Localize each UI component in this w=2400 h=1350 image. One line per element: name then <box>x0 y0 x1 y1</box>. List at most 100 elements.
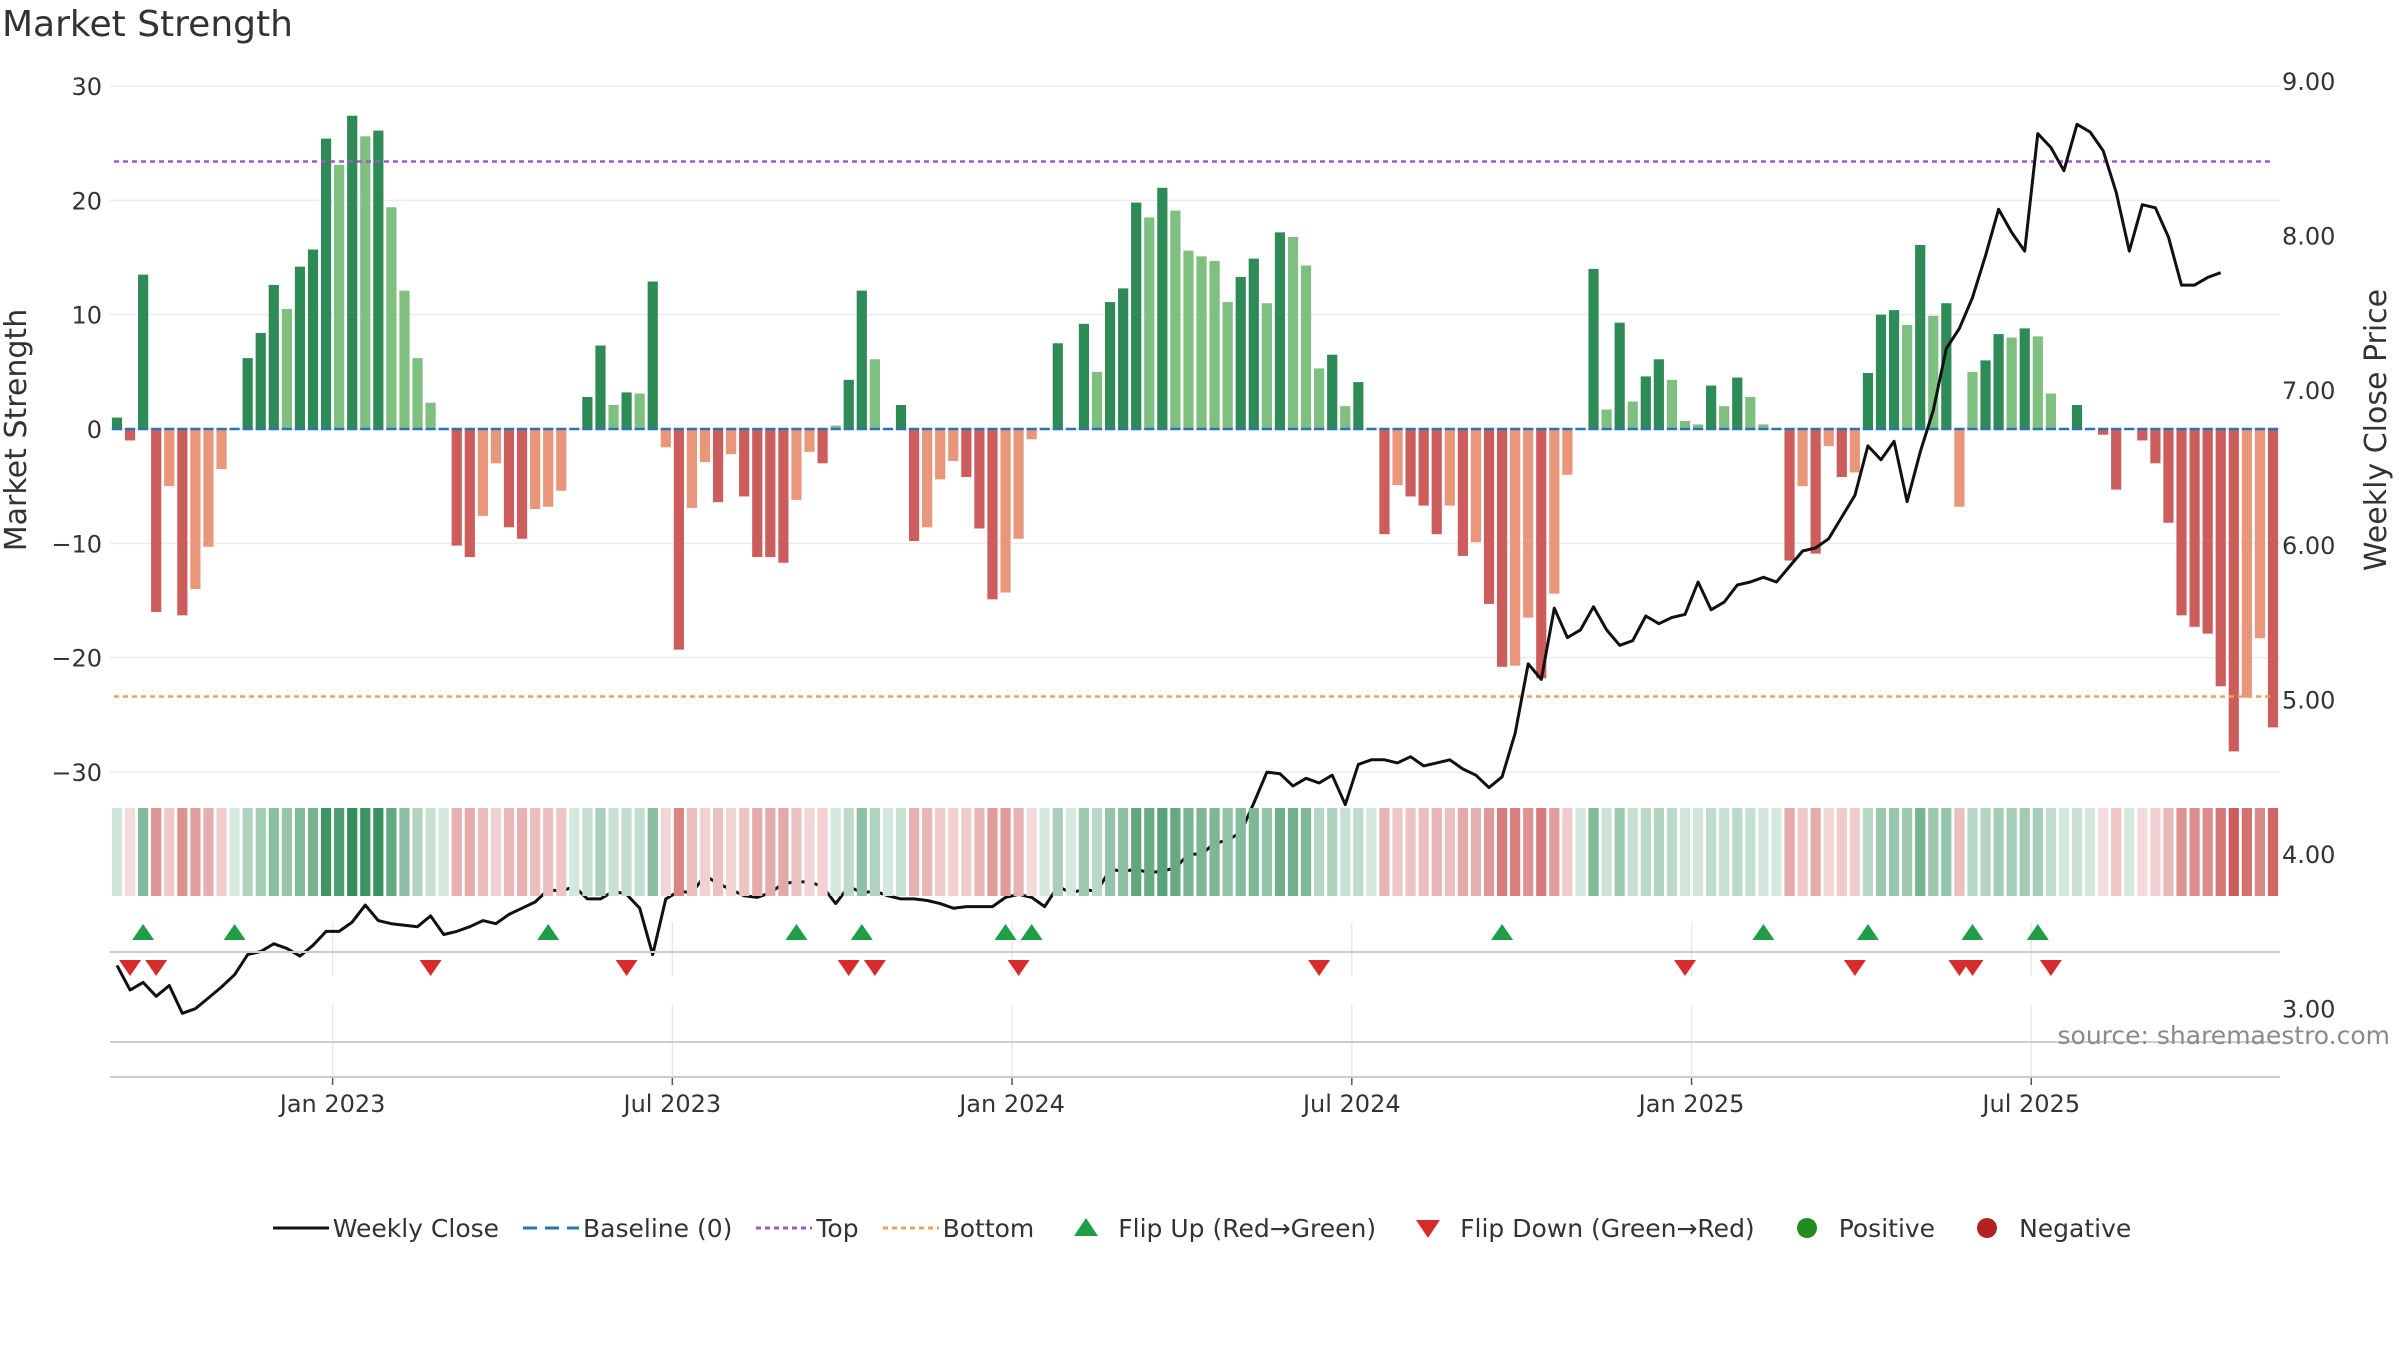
strength-bar <box>530 429 541 510</box>
negative-dot-icon <box>1977 1218 1998 1238</box>
strength-bar <box>334 164 345 429</box>
heat-cell <box>360 808 371 896</box>
x-tick-label: Jul 2025 <box>1980 1090 2080 1118</box>
legend-item-bottom: Bottom <box>879 1213 1034 1243</box>
flip-up-marker <box>537 924 560 940</box>
strength-bar <box>1915 244 1926 429</box>
strength-bar <box>778 429 789 563</box>
triangle-up-icon <box>1074 1218 1099 1236</box>
heat-cell <box>216 808 227 896</box>
heat-cell <box>1849 808 1860 896</box>
heat-cell <box>1078 808 1090 896</box>
strength-bar <box>804 429 815 452</box>
heat-cell <box>242 808 253 896</box>
flip-down-marker <box>419 960 442 976</box>
legend-item-weekly-close: Weekly Close <box>269 1213 499 1243</box>
heat-cell <box>438 808 449 896</box>
y-tick-label: −10 <box>51 530 102 558</box>
strength-bar <box>386 207 397 429</box>
strength-bar <box>1732 377 1743 429</box>
strength-bar <box>111 417 123 429</box>
strength-bar <box>203 429 214 547</box>
legend-label: Weekly Close <box>332 1213 500 1243</box>
heat-cell <box>399 808 410 896</box>
heat-cell <box>1392 808 1403 896</box>
heat-cell <box>712 808 724 896</box>
strength-bar <box>1849 429 1860 473</box>
flip-down-marker <box>863 960 886 976</box>
heat-cell <box>255 808 266 896</box>
strength-bar <box>1235 276 1246 429</box>
y-tick-label: −20 <box>51 645 102 673</box>
heat-cell <box>1601 808 1612 896</box>
bottom-dotted-icon <box>882 1226 939 1230</box>
heat-cell <box>164 808 175 896</box>
flip-down-marker <box>1961 960 1984 976</box>
legend-item-flip-up: Flip Up (Red→Green) <box>1054 1213 1376 1243</box>
strength-bar <box>543 429 554 507</box>
heat-cell <box>2019 808 2030 896</box>
heat-cell <box>1418 808 1429 896</box>
strength-bar <box>699 429 711 463</box>
heat-cell <box>543 808 554 896</box>
heat-cell <box>1340 808 1351 896</box>
y-axis-label: Market Strength <box>0 309 34 551</box>
heat-cell <box>1183 808 1194 896</box>
heat-cell <box>1549 808 1560 896</box>
heat-cell <box>569 808 580 896</box>
heat-cell <box>1170 808 1181 896</box>
heat-cell <box>1745 808 1756 896</box>
weekly-close-line-icon <box>272 1226 329 1230</box>
heat-cell <box>1627 808 1638 896</box>
heat-cell <box>1366 808 1377 896</box>
strength-bar <box>2098 429 2109 435</box>
strength-bar <box>791 429 802 500</box>
flip-up-marker <box>223 924 246 940</box>
y2-tick-label: 6.00 <box>2282 532 2335 560</box>
strength-bar <box>360 136 371 429</box>
flip-down-marker <box>837 960 860 976</box>
strength-bar <box>2111 429 2122 490</box>
heat-cell <box>1131 808 1142 896</box>
heat-cell <box>294 808 306 896</box>
strength-bar <box>1078 323 1090 429</box>
heat-cell <box>1287 808 1299 896</box>
heat-cell <box>699 808 711 896</box>
heat-cell <box>1261 808 1272 896</box>
heat-cell <box>281 808 292 896</box>
heat-cell <box>804 808 815 896</box>
strength-bar <box>856 290 867 429</box>
strength-bar <box>1327 354 1338 429</box>
strength-bar <box>1706 385 1717 429</box>
legend-item-baseline: Baseline (0) <box>519 1213 732 1243</box>
triangle-down-icon <box>1416 1220 1441 1238</box>
strength-bar <box>1614 322 1625 429</box>
strength-bar <box>1405 429 1416 497</box>
strength-bar <box>151 429 162 612</box>
strength-bar <box>987 429 998 600</box>
strength-bar <box>1353 382 1364 429</box>
heat-cell <box>1719 808 1730 896</box>
strength-bar <box>138 274 149 429</box>
axis-ticks: 30 20 10 0 −10 −20 −30 9.00 8.00 7.00 6.00 5.00 4.00… <box>51 68 2335 1118</box>
heat-cell <box>791 808 802 896</box>
strength-bar <box>2137 429 2148 441</box>
strength-bar <box>1810 429 1821 554</box>
strength-bar <box>412 358 423 429</box>
heat-cell <box>2084 808 2096 896</box>
strength-bar <box>2228 429 2239 752</box>
heat-cell <box>203 808 214 896</box>
heat-cell <box>1091 808 1103 896</box>
y-tick-label: 10 <box>71 302 102 330</box>
strength-bar <box>1248 258 1259 429</box>
heat-cell <box>1314 808 1325 896</box>
strength-bar <box>320 138 332 430</box>
heat-cell <box>1771 808 1782 896</box>
strength-bar <box>1888 310 1900 429</box>
heat-cell <box>1888 808 1900 896</box>
strength-bar <box>281 308 292 429</box>
heat-cell <box>595 808 606 896</box>
heat-cell <box>2032 808 2043 896</box>
strength-bar <box>830 425 841 429</box>
strength-bar <box>1196 256 1207 429</box>
